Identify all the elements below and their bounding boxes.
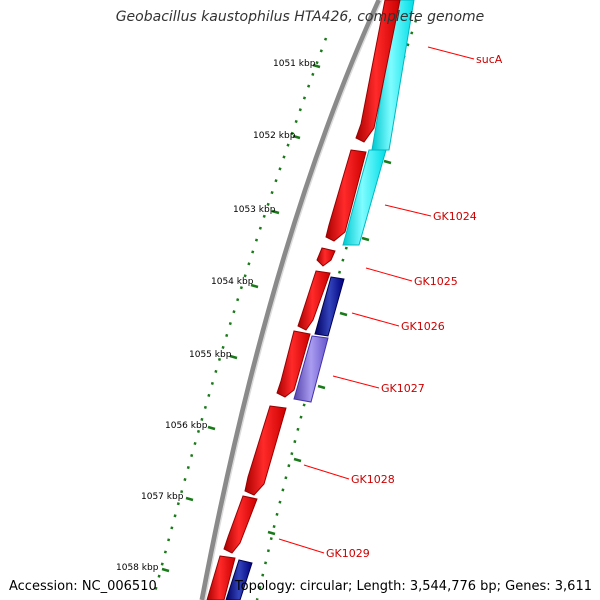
reverse-cds-GK1026 xyxy=(314,276,345,337)
gene-label-GK1027: GK1027 xyxy=(381,382,425,395)
gene-label-sucA: sucA xyxy=(476,53,503,66)
forward-cds-1 xyxy=(355,0,401,143)
forward-cds-8 xyxy=(206,555,236,600)
forward-strand-features xyxy=(206,0,401,600)
genome-title: Geobacillus kaustophilus HTA426, complet… xyxy=(115,9,485,25)
tick-label: 1052 kbp xyxy=(253,131,296,141)
tick-label: 1058 kbp xyxy=(116,563,159,573)
genome-summary-text: Topology: circular; Length: 3,544,776 bp… xyxy=(234,579,592,594)
outer-major-ticks xyxy=(267,159,392,536)
forward-cds-3 xyxy=(316,247,336,267)
gene-label-GK1025: GK1025 xyxy=(414,275,458,288)
tick-label: 1056 kbp xyxy=(165,421,208,431)
backbone-highlight xyxy=(204,0,383,600)
tick-label: 1057 kbp xyxy=(141,492,184,502)
reverse-strand-features xyxy=(225,0,415,600)
reverse-cds-GK1024 xyxy=(342,149,387,246)
forward-cds-7 xyxy=(223,495,258,554)
label-lines xyxy=(278,46,475,554)
tick-label: 1051 kbp xyxy=(273,59,316,69)
gene-label-GK1024: GK1024 xyxy=(433,210,477,223)
gene-label-GK1028: GK1028 xyxy=(351,473,395,486)
gene-label-GK1026: GK1026 xyxy=(401,320,445,333)
accession-text: Accession: NC_006510 xyxy=(9,579,157,594)
tick-label: 1055 kbp xyxy=(189,350,232,360)
forward-cds-2 xyxy=(325,149,367,242)
reverse-cds-sucA xyxy=(371,0,415,151)
reverse-cds-GK1027 xyxy=(293,335,329,403)
forward-cds-4 xyxy=(297,270,331,331)
forward-cds-6 xyxy=(244,405,287,496)
reverse-cds-bottom xyxy=(225,559,253,600)
tick-label: 1053 kbp xyxy=(233,205,276,215)
tick-label: 1054 kbp xyxy=(211,277,254,287)
major-ticks xyxy=(161,63,321,573)
gene-label-GK1029: GK1029 xyxy=(326,547,370,560)
forward-cds-5 xyxy=(276,330,311,398)
backbone-ring xyxy=(199,0,382,600)
